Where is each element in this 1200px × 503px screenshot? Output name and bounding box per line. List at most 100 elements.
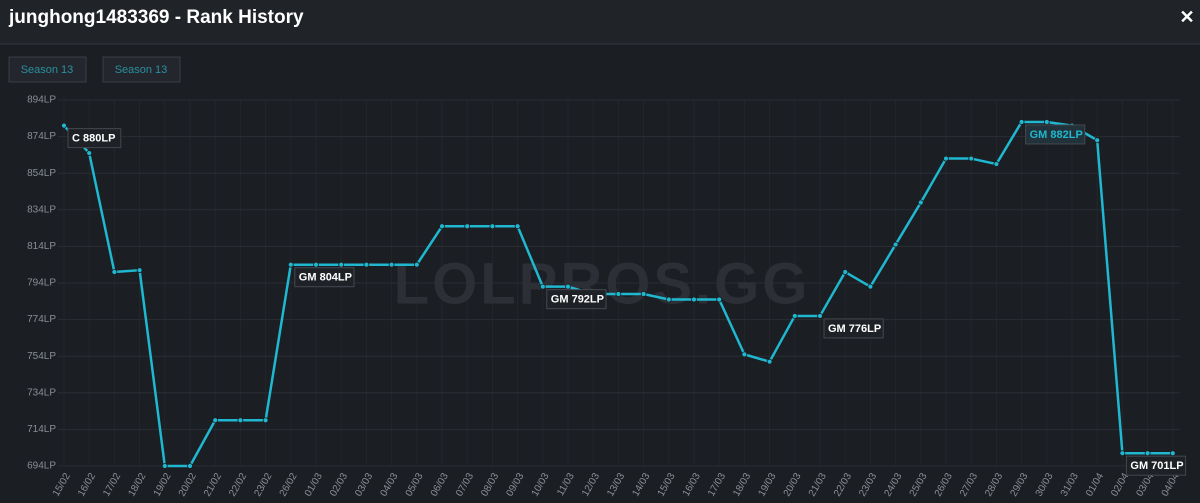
value-label: GM 882LP [1030,129,1083,141]
x-tick-label: 09/03 [504,471,526,498]
y-tick-label: 774LP [27,314,56,325]
y-tick-label: 874LP [27,131,56,142]
x-tick-label: 22/02 [227,471,249,498]
value-label-box [823,318,884,339]
lp-point [388,261,395,268]
x-tick-label: 16/02 [76,471,98,498]
y-tick-label: 754LP [27,351,56,362]
lp-point [1119,450,1126,457]
lp-point [640,291,647,297]
close-button[interactable]: ✕ [1179,7,1194,27]
lp-point [968,155,975,162]
value-label: GM 804LP [299,272,352,284]
x-tick-label: 30/03 [1034,471,1056,498]
x-tick-label: 05/03 [404,471,426,498]
x-tick-label: 12/03 [580,471,602,498]
lp-point [161,463,168,469]
x-tick-label: 08/03 [479,471,501,498]
value-label: GM 776LP [828,323,881,335]
header-bar [0,0,1200,44]
lp-point [61,122,67,129]
x-tick-label: 20/02 [177,471,199,498]
lp-point [338,261,345,268]
x-tick-label: 26/03 [933,471,955,498]
lp-point [489,223,496,230]
x-tick-label: 22/03 [832,471,854,498]
lp-point [615,291,622,297]
y-tick-label: 734LP [27,387,56,398]
lp-point [287,261,294,268]
x-tick-label: 19/02 [152,471,174,498]
lp-point [1043,119,1050,125]
x-tick-label: 01/04 [1084,471,1106,498]
lp-point [363,261,370,268]
x-tick-label: 11/03 [555,471,577,498]
lp-point [187,463,193,469]
x-tick-label: 15/03 [656,471,678,498]
x-tick-label: 14/03 [630,471,652,498]
y-tick-label: 834LP [27,204,56,215]
x-tick-label: 01/03 [303,471,325,498]
x-tick-label: 17/02 [101,471,123,498]
lp-point [313,261,319,268]
season-button-label[interactable]: Season 13 [21,64,74,76]
x-tick-label: 26/02 [278,471,300,498]
y-tick-label: 794LP [27,278,56,289]
x-tick-label: 29/03 [1008,471,1030,498]
x-tick-label: 24/03 [882,471,904,498]
x-tick-label: 03/03 [353,471,375,498]
lp-point [943,155,949,162]
x-tick-label: 25/03 [908,471,930,498]
value-label-box [1125,455,1187,476]
x-tick-label: 16/03 [681,471,703,498]
lp-point [842,269,849,275]
value-label: GM 701LP [1130,460,1183,472]
plot-area [58,99,1180,467]
x-tick-label: 20/03 [782,471,804,498]
lp-point [237,417,244,424]
lp-point [817,313,823,319]
lp-point [1169,450,1176,457]
value-label-box [294,267,355,288]
x-tick-label: 02/03 [328,471,350,498]
lp-point [716,296,723,303]
lp-point [1018,119,1025,125]
lp-point [86,150,93,156]
lp-point [665,296,672,303]
lp-point [111,269,118,275]
x-tick-label: 18/02 [126,471,148,498]
lp-point [766,358,773,365]
value-label-box [546,289,607,310]
lp-point [565,283,571,290]
x-tick-label: 27/03 [958,471,980,498]
lp-point [892,241,899,248]
value-label: GM 792LP [551,294,604,306]
lp-point [539,283,546,290]
y-tick-label: 814LP [27,241,56,252]
season-button[interactable] [102,56,181,83]
x-tick-label: 04/03 [378,471,400,498]
value-label: C 880LP [72,133,115,145]
y-tick-label: 854LP [27,168,56,179]
x-tick-label: 19/03 [756,471,778,498]
lp-point [1144,450,1151,457]
lp-point [212,417,219,424]
lp-point [867,283,874,290]
x-tick-label: 18/03 [731,471,753,498]
lp-point [917,199,924,206]
x-tick-label: 28/03 [983,471,1005,498]
x-tick-label: 31/03 [1059,471,1081,498]
value-label-box [1025,124,1086,145]
x-tick-label: 21/02 [202,471,224,498]
x-tick-label: 23/02 [252,471,274,498]
season-button-label[interactable]: Season 13 [115,64,168,76]
lp-point [413,261,420,268]
lp-point [1094,137,1101,144]
x-tick-label: 10/03 [530,471,552,498]
x-tick-label: 21/03 [807,471,829,498]
lp-point [464,223,471,230]
x-tick-label: 07/03 [454,471,476,498]
season-button[interactable] [8,56,87,83]
x-tick-label: 13/03 [605,471,627,498]
